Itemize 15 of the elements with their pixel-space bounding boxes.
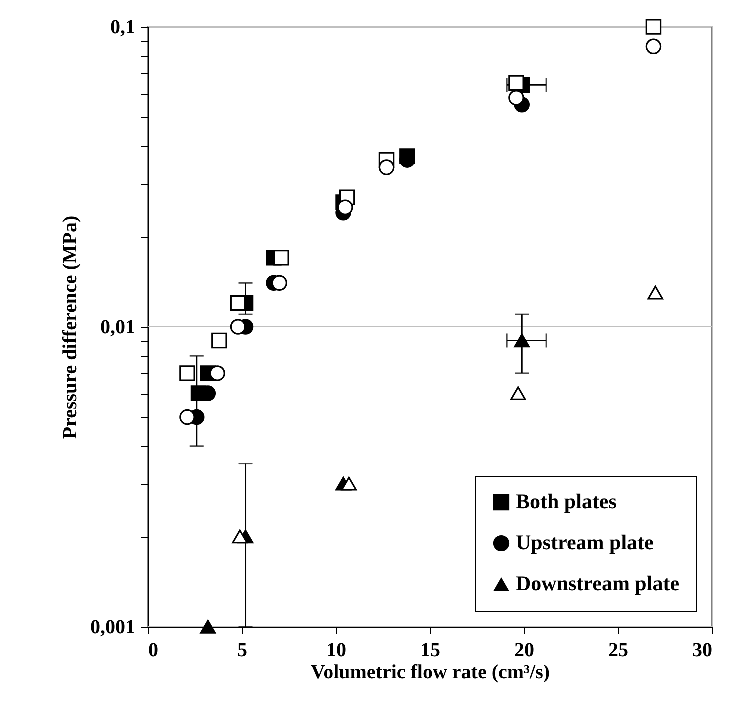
legend-label: Upstream plate [516, 530, 654, 554]
y-tick-label: 0,001 [90, 616, 136, 638]
y-tick-label: 0,1 [110, 16, 136, 38]
x-tick-label: 20 [514, 640, 534, 662]
y-axis-title: Pressure difference (MPa) [60, 216, 82, 440]
y-tick-label: 0,01 [100, 316, 136, 338]
x-tick-label: 30 [692, 640, 712, 662]
legend-label: Both plates [516, 490, 617, 514]
x-tick-label: 25 [608, 640, 628, 662]
x-tick-label: 5 [238, 640, 248, 662]
x-tick-label: 15 [420, 640, 440, 662]
x-tick-label: 10 [326, 640, 346, 662]
legend-label: Downstream plate [516, 572, 680, 596]
x-axis-title: Volumetric flow rate (cm³/s) [310, 662, 550, 684]
x-tick-label: 0 [148, 640, 158, 662]
